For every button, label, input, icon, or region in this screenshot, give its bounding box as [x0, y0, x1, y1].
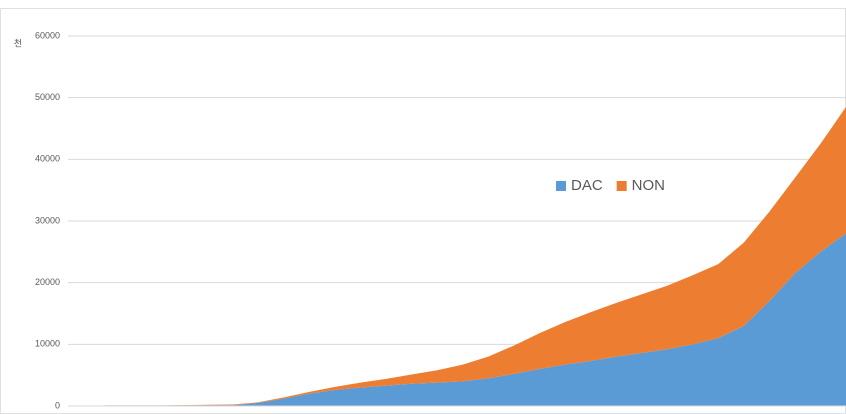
legend-label: NON	[632, 177, 665, 194]
unit-label: 천	[14, 38, 22, 48]
legend-swatch	[616, 181, 627, 191]
y-tick-label: 0	[55, 400, 60, 410]
legend-swatch	[556, 181, 566, 191]
area	[105, 106, 846, 406]
y-tick-label: 20000	[35, 277, 60, 287]
y-tick-label: 30000	[35, 215, 60, 225]
area	[105, 233, 846, 406]
y-tick-label: 10000	[35, 339, 60, 349]
legend-label: DAC	[571, 177, 603, 194]
y-tick-label: 60000	[35, 30, 60, 40]
y-tick-label: 40000	[35, 154, 60, 164]
y-tick-label: 50000	[35, 92, 60, 102]
